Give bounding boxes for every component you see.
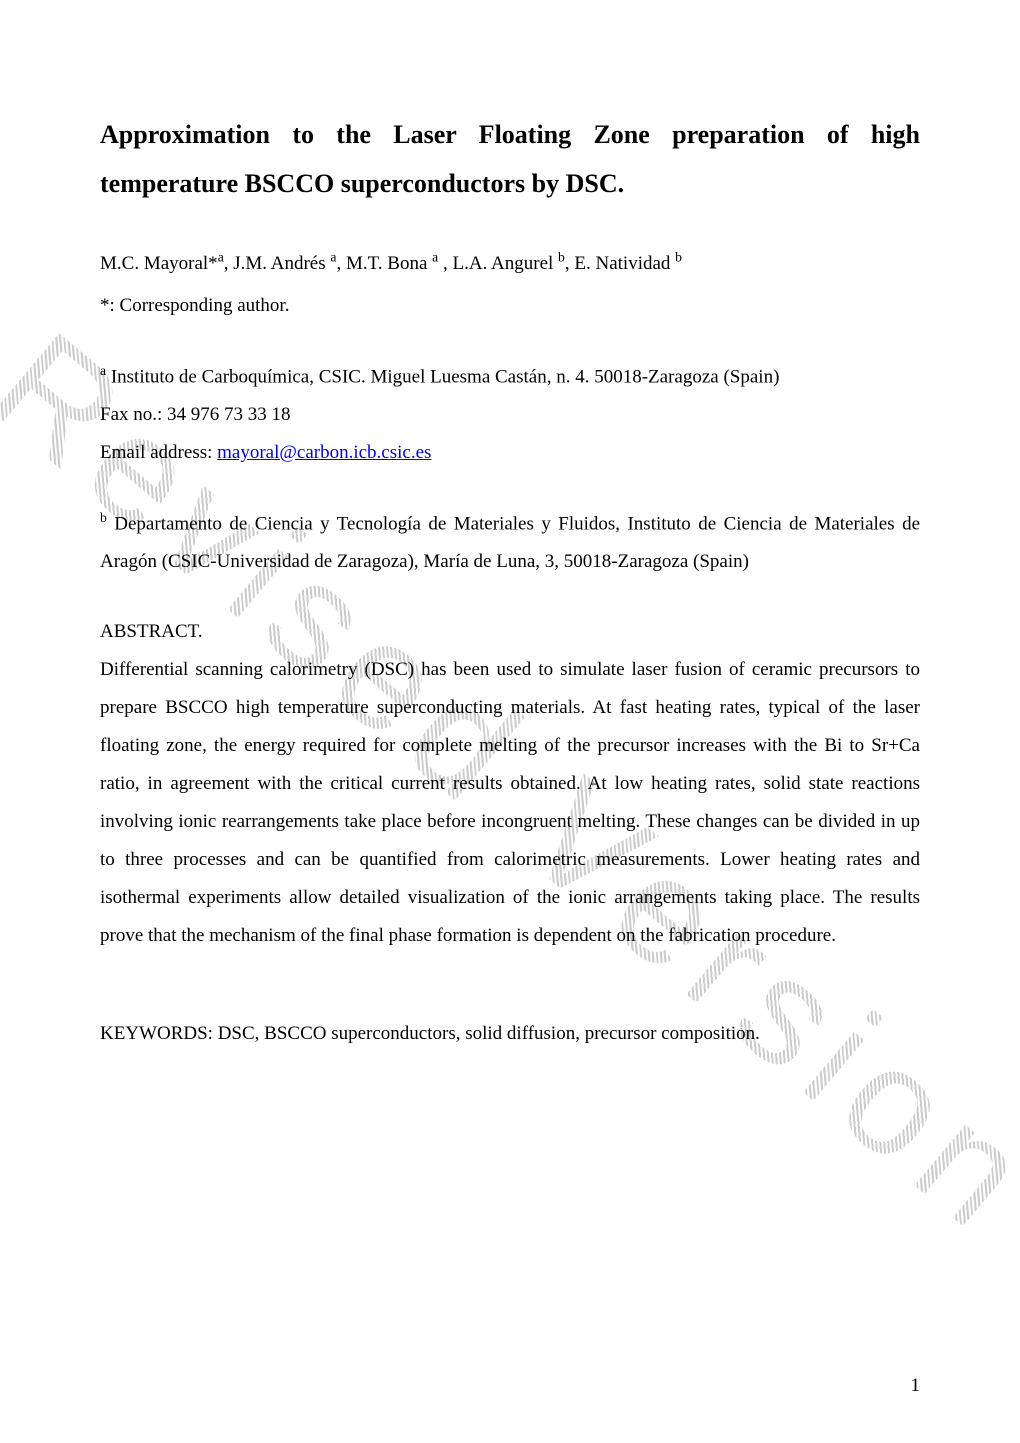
- abstract-heading: ABSTRACT.: [100, 613, 920, 651]
- paper-title-line1: Approximation to the Laser Floating Zone…: [100, 110, 920, 159]
- affiliation-a-line1: a Instituto de Carboquímica, CSIC. Migue…: [100, 357, 920, 396]
- page-number: 1: [911, 1375, 921, 1397]
- affiliation-a-text: Instituto de Carboquímica, CSIC. Miguel …: [106, 366, 779, 387]
- affiliation-a-email: Email address: mayoral@carbon.icb.csic.e…: [100, 434, 920, 472]
- paper-title-line2: temperature BSCCO superconductors by DSC…: [100, 159, 920, 208]
- affiliation-a-fax: Fax no.: 34 976 73 33 18: [100, 396, 920, 434]
- email-link[interactable]: mayoral@carbon.icb.csic.es: [217, 442, 431, 463]
- paper-title: Approximation to the Laser Floating Zone…: [100, 110, 920, 209]
- email-label: Email address:: [100, 442, 217, 463]
- keywords: KEYWORDS: DSC, BSCCO superconductors, so…: [100, 1015, 920, 1053]
- author-list: M.C. Mayoral*a, J.M. Andrés a, M.T. Bona…: [100, 245, 920, 283]
- affiliation-b: b Departamento de Ciencia y Tecnología d…: [100, 504, 920, 581]
- affiliation-a: a Instituto de Carboquímica, CSIC. Migue…: [100, 357, 920, 472]
- affiliation-b-marker: b: [100, 510, 107, 525]
- abstract-body: Differential scanning calorimetry (DSC) …: [100, 651, 920, 955]
- affiliation-b-text: Departamento de Ciencia y Tecnología de …: [100, 513, 920, 572]
- corresponding-author-note: *: Corresponding author.: [100, 287, 920, 325]
